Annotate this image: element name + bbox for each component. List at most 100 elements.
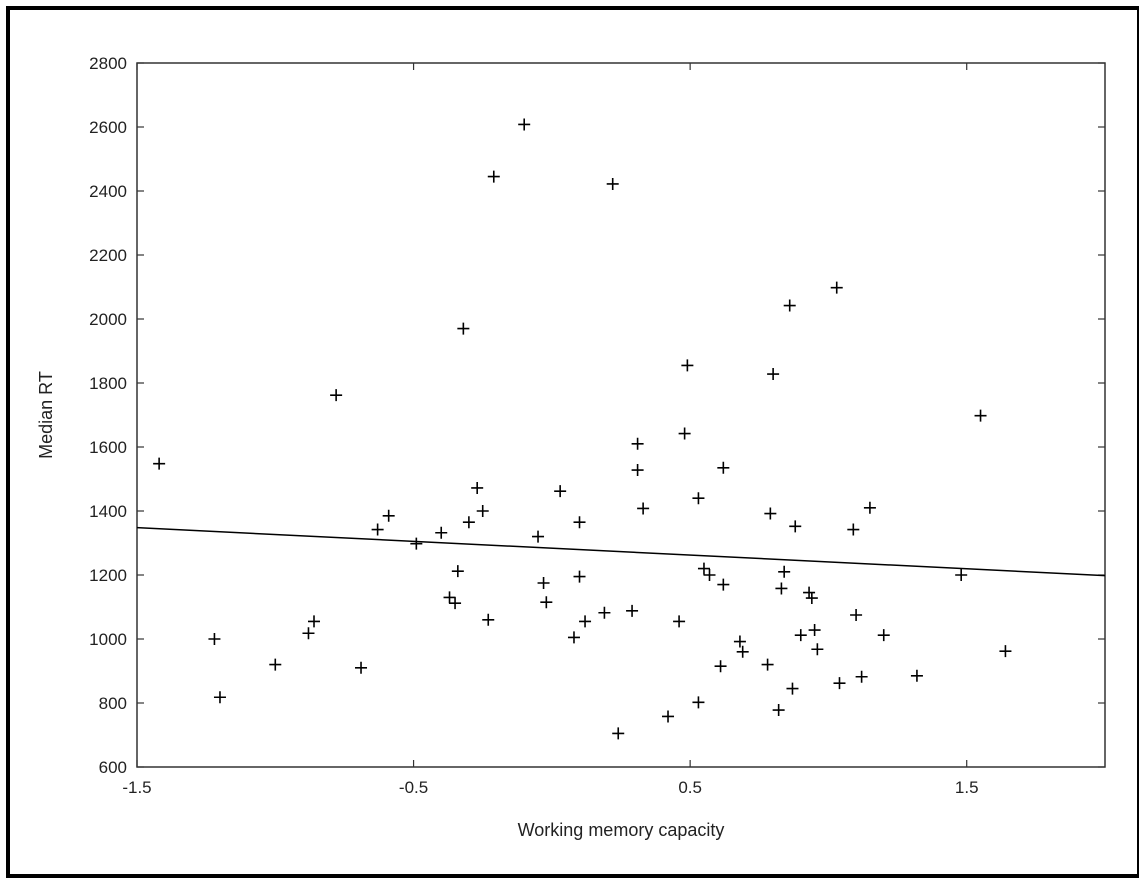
y-axis: 600 800 1000 1200 1400 1600 1800 2000 2200 2400 26… <box>89 54 1105 777</box>
data-point-plus-marker <box>775 582 788 595</box>
x-axis-label: Working memory capacity <box>518 820 725 840</box>
data-point-plus-marker <box>637 502 650 515</box>
data-point-plus-marker <box>457 322 470 335</box>
data-point-plus-marker <box>678 427 691 440</box>
data-point-plus-marker <box>692 492 705 505</box>
data-point-plus-marker <box>579 615 592 628</box>
data-point-plus-marker <box>554 485 567 498</box>
data-point-plus-marker <box>518 118 531 131</box>
data-point-plus-marker <box>783 299 796 312</box>
x-tick-label: 0.5 <box>678 778 702 797</box>
data-point-plus-marker <box>808 624 821 637</box>
plot-area <box>136 62 1106 768</box>
data-point-plus-marker <box>626 604 639 617</box>
data-point-plus-marker <box>153 457 166 470</box>
data-point-plus-marker <box>830 281 843 294</box>
data-point-plus-marker <box>692 696 705 709</box>
data-point-plus-marker <box>308 615 321 628</box>
x-axis: -1.5 -0.5 0.5 1.5 <box>122 63 979 797</box>
data-point-plus-marker <box>612 727 625 740</box>
data-point-plus-marker <box>410 537 423 550</box>
data-point-plus-marker <box>631 437 644 450</box>
data-point-plus-marker <box>208 633 221 645</box>
data-points <box>153 118 1012 740</box>
data-point-plus-marker <box>449 597 462 610</box>
data-point-plus-marker <box>382 509 395 522</box>
data-point-plus-marker <box>767 368 780 381</box>
y-tick-label: 2000 <box>89 310 127 329</box>
y-tick-label: 2600 <box>89 118 127 137</box>
data-point-plus-marker <box>598 606 611 619</box>
data-point-plus-marker <box>471 481 484 494</box>
y-tick-label: 1400 <box>89 502 127 521</box>
y-tick-label: 800 <box>99 694 127 713</box>
data-point-plus-marker <box>764 507 777 520</box>
data-point-plus-marker <box>833 677 846 690</box>
data-point-plus-marker <box>794 629 807 642</box>
data-point-plus-marker <box>540 596 553 609</box>
data-point-plus-marker <box>955 569 968 581</box>
data-point-plus-marker <box>631 464 644 477</box>
data-point-plus-marker <box>462 516 475 529</box>
data-point-plus-marker <box>573 516 586 529</box>
data-point-plus-marker <box>910 669 923 682</box>
data-point-plus-marker <box>714 660 727 673</box>
data-point-plus-marker <box>855 670 868 683</box>
data-point-plus-marker <box>537 577 550 589</box>
data-point-plus-marker <box>476 505 489 517</box>
data-point-plus-marker <box>606 177 619 190</box>
regression-line <box>136 526 1106 577</box>
y-tick-label: 1200 <box>89 566 127 585</box>
data-point-plus-marker <box>662 710 675 723</box>
data-point-plus-marker <box>877 629 890 642</box>
data-point-plus-marker <box>330 389 343 402</box>
x-tick-label: -0.5 <box>399 778 428 797</box>
data-point-plus-marker <box>974 409 987 422</box>
data-point-plus-marker <box>435 526 448 539</box>
data-point-plus-marker <box>803 586 816 599</box>
data-point-plus-marker <box>736 645 749 658</box>
data-point-plus-marker <box>532 530 545 543</box>
data-point-plus-marker <box>371 523 384 536</box>
data-point-plus-marker <box>850 609 863 621</box>
y-tick-label: 2200 <box>89 246 127 265</box>
y-tick-label: 2800 <box>89 54 127 73</box>
data-point-plus-marker <box>717 578 730 591</box>
data-point-plus-marker <box>573 570 586 583</box>
y-tick-label: 600 <box>99 758 127 777</box>
data-point-plus-marker <box>487 170 500 183</box>
data-point-plus-marker <box>786 682 799 695</box>
data-point-plus-marker <box>863 501 876 514</box>
data-point-plus-marker <box>697 562 710 575</box>
data-point-plus-marker <box>451 565 464 578</box>
data-point-plus-marker <box>717 461 730 474</box>
data-point-plus-marker <box>847 523 860 536</box>
data-point-plus-marker <box>789 520 802 533</box>
data-point-plus-marker <box>772 704 785 717</box>
y-axis-label: Median RT <box>36 371 56 459</box>
data-point-plus-marker <box>778 565 791 578</box>
data-point-plus-marker <box>567 631 580 644</box>
data-point-plus-marker <box>213 691 226 704</box>
data-point-plus-marker <box>673 615 686 628</box>
data-point-plus-marker <box>703 569 716 581</box>
data-point-plus-marker <box>302 627 315 640</box>
x-tick-label: 1.5 <box>955 778 979 797</box>
chart-frame <box>6 6 1139 878</box>
x-tick-label: -1.5 <box>122 778 151 797</box>
data-point-plus-marker <box>355 661 368 674</box>
data-point-plus-marker <box>805 592 818 605</box>
data-point-plus-marker <box>681 359 694 372</box>
y-tick-label: 2400 <box>89 182 127 201</box>
data-point-plus-marker <box>269 658 282 671</box>
y-tick-label: 1800 <box>89 374 127 393</box>
data-point-plus-marker <box>733 635 746 648</box>
data-point-plus-marker <box>811 643 824 656</box>
y-tick-label: 1600 <box>89 438 127 457</box>
data-point-plus-marker <box>999 645 1012 658</box>
data-point-plus-marker <box>443 591 456 604</box>
data-point-plus-marker <box>482 613 495 626</box>
data-point-plus-marker <box>761 658 774 671</box>
y-tick-label: 1000 <box>89 630 127 649</box>
